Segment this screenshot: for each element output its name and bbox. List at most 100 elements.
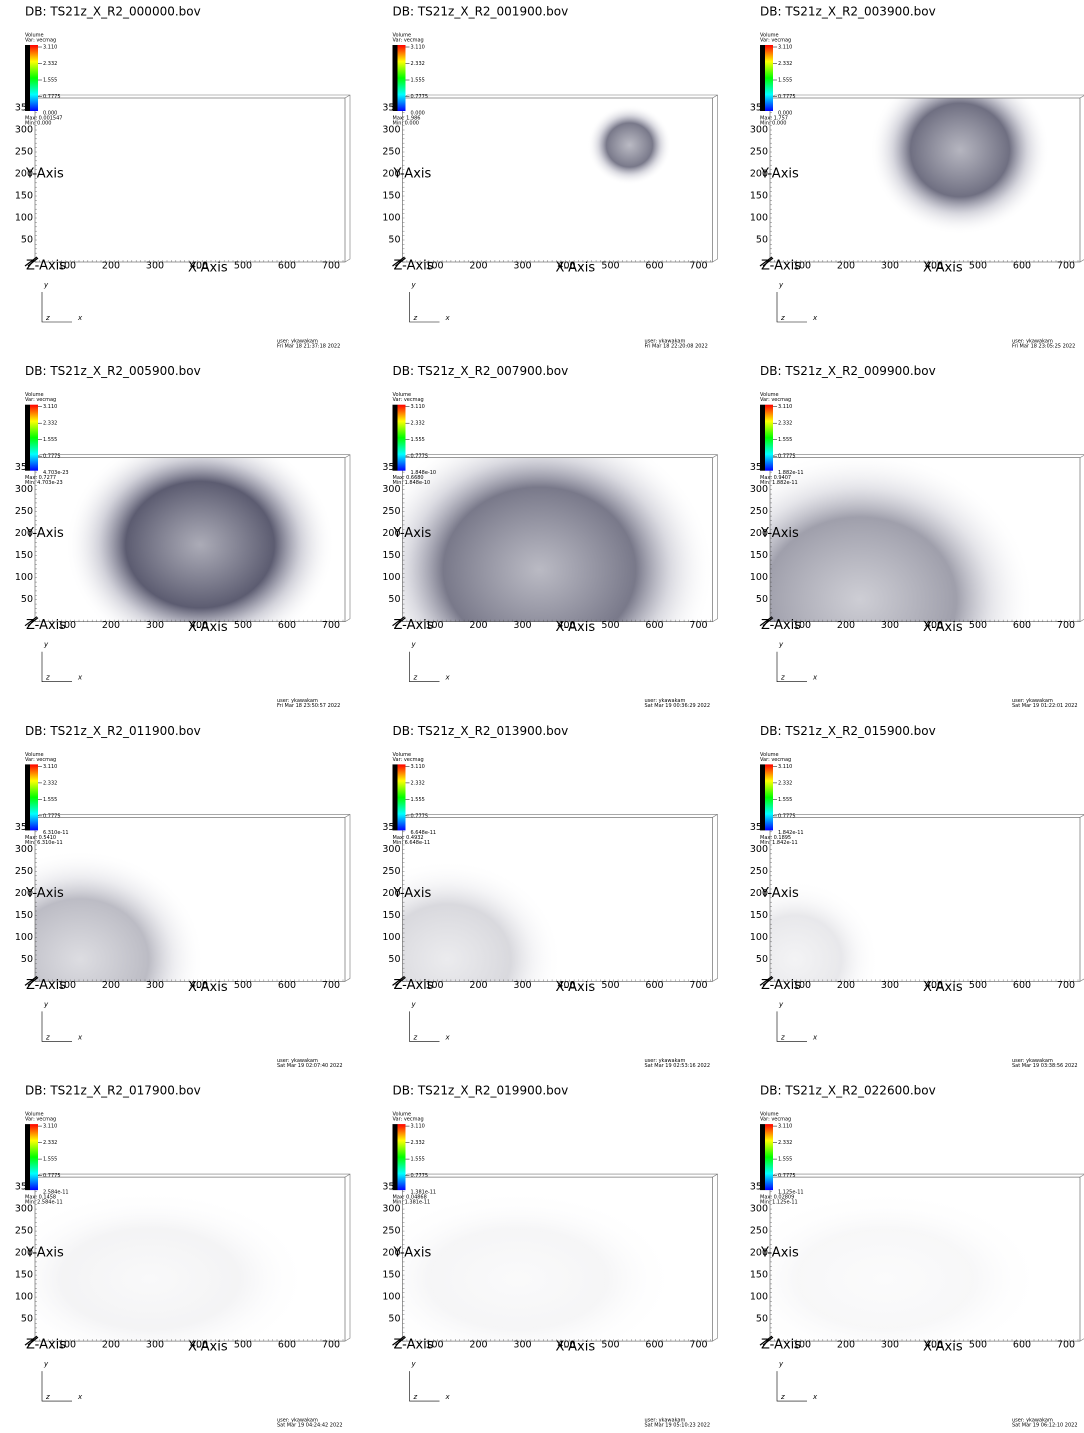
legend-tick-label: 0.000 bbox=[43, 111, 57, 117]
plot-box bbox=[34, 1176, 346, 1342]
z-axis-title: Z-Axis bbox=[26, 618, 66, 633]
y-axis-title: Y-Axis bbox=[760, 1246, 799, 1261]
triad-label: z bbox=[413, 1393, 418, 1401]
legend-tick-label: 1.555 bbox=[778, 1157, 792, 1163]
triad-label: z bbox=[780, 674, 785, 682]
legend-tick-label: 3.110 bbox=[43, 404, 57, 410]
x-tick-label: 600 bbox=[1013, 1340, 1031, 1351]
y-tick-label: 100 bbox=[15, 213, 33, 224]
panel: 50 100 150 200 250 300 350 100 200 300 400 500 600 70… bbox=[382, 364, 718, 709]
panel: 50 100 150 200 250 300 350 100 200 300 400 500 600 70… bbox=[750, 1084, 1084, 1429]
y-tick-label: 200 bbox=[750, 888, 768, 899]
z-axis-title: Z-Axis bbox=[394, 618, 434, 633]
y-tick-label: 200 bbox=[382, 1248, 400, 1259]
colorbar bbox=[30, 404, 38, 471]
y-tick-label: 100 bbox=[382, 932, 400, 943]
legend-min: Min: 0.000 bbox=[393, 121, 419, 127]
x-tick-label: 200 bbox=[837, 1340, 855, 1351]
y-tick-label: 100 bbox=[15, 932, 33, 943]
legend-title: Volume bbox=[25, 1112, 44, 1118]
box-depth bbox=[402, 454, 718, 622]
y-tick-label: 250 bbox=[750, 866, 768, 877]
x-axis-title: X-Axis bbox=[923, 620, 963, 635]
x-axis-title: X-Axis bbox=[556, 620, 596, 635]
user-label: user: ykawakam bbox=[277, 1418, 318, 1424]
y-tick-label: 200 bbox=[382, 169, 400, 180]
triad-label: x bbox=[445, 674, 451, 682]
y-tick-label: 100 bbox=[15, 1292, 33, 1303]
triad-label: z bbox=[780, 1033, 785, 1041]
triad-label: y bbox=[778, 641, 784, 649]
date-label: Fri Mar 18 21:37:18 2022 bbox=[277, 344, 340, 350]
legend-var: Var: vecmag bbox=[393, 757, 424, 763]
legend-tick-label: 0.7775 bbox=[778, 454, 796, 460]
plot-box bbox=[34, 97, 346, 263]
panel: 50 100 150 200 250 300 350 100 200 300 400 500 600 70… bbox=[750, 5, 1084, 350]
legend-title: Volume bbox=[25, 33, 44, 39]
y-tick-label: 150 bbox=[382, 1270, 400, 1281]
triad bbox=[409, 292, 440, 323]
legend-max: Max: 0.001547 bbox=[25, 116, 62, 122]
legend-tick-label: 0.7775 bbox=[778, 94, 796, 100]
user-label: user: ykawakam bbox=[277, 1058, 318, 1064]
legend-var: Var: vecmag bbox=[760, 38, 791, 44]
x-tick-label: 700 bbox=[1057, 980, 1075, 991]
x-axis-title: X-Axis bbox=[556, 980, 596, 995]
z-axis-title: Z-Axis bbox=[394, 259, 434, 274]
field-blob bbox=[587, 105, 672, 185]
x-tick-label: 200 bbox=[469, 620, 487, 631]
x-tick-label: 100 bbox=[793, 261, 811, 272]
x-axis-title: X-Axis bbox=[188, 620, 228, 635]
legend-tick-label: 3.110 bbox=[411, 404, 425, 410]
y-tick-label: 50 bbox=[756, 954, 768, 965]
legend-max: Max: 0.5410 bbox=[25, 835, 56, 841]
triad bbox=[776, 292, 807, 323]
legend-title: Volume bbox=[393, 33, 412, 39]
legend-tick-label: 3.110 bbox=[411, 45, 425, 51]
z-axis-title: Z-Axis bbox=[394, 1338, 434, 1353]
y-axis-title: Y-Axis bbox=[760, 167, 799, 182]
y-tick-label: 250 bbox=[750, 147, 768, 158]
panel: 50 100 150 200 250 300 350 100 200 300 400 500 600 70… bbox=[750, 724, 1084, 1069]
legend-tick-label: 1.555 bbox=[411, 78, 425, 84]
db-title: DB: TS21z_X_R2_013900.bov bbox=[393, 724, 569, 738]
y-tick-label: 50 bbox=[388, 954, 400, 965]
x-tick-label: 200 bbox=[837, 980, 855, 991]
y-axis-title: Y-Axis bbox=[393, 886, 432, 901]
legend-tick-label: 1.555 bbox=[43, 78, 57, 84]
date-label: Fri Mar 18 23:05:25 2022 bbox=[1012, 344, 1075, 350]
legend-tick-label: 1.555 bbox=[43, 1157, 57, 1163]
y-axis-title: Y-Axis bbox=[760, 886, 799, 901]
legend-tick-label: 1.555 bbox=[411, 1157, 425, 1163]
legend-tick-label: 0.7775 bbox=[43, 94, 61, 100]
y-tick-label: 50 bbox=[21, 235, 33, 246]
triad bbox=[409, 651, 440, 683]
plot-box bbox=[402, 97, 713, 263]
legend-tick-label: 1.555 bbox=[43, 437, 57, 443]
triad-label: z bbox=[45, 1393, 50, 1401]
field-blob bbox=[35, 849, 205, 982]
x-tick-label: 500 bbox=[601, 620, 619, 631]
y-axis-title: Y-Axis bbox=[25, 886, 64, 901]
legend-tick-label: 4.703e-23 bbox=[43, 470, 69, 476]
legend-tick-label: 1.555 bbox=[778, 797, 792, 803]
x-tick-label: 700 bbox=[1057, 1340, 1075, 1351]
y-tick-label: 350 bbox=[382, 103, 400, 114]
legend-tick-label: 1.842e-11 bbox=[778, 830, 804, 836]
z-axis-title: Z-Axis bbox=[26, 978, 66, 993]
colorbar bbox=[397, 404, 406, 471]
triad-label: z bbox=[780, 314, 785, 322]
z-axis-title: Z-Axis bbox=[394, 978, 434, 993]
x-tick-label: 400 bbox=[925, 620, 943, 631]
y-tick-label: 350 bbox=[750, 462, 768, 473]
legend-title: Volume bbox=[760, 392, 779, 398]
x-tick-label: 100 bbox=[58, 980, 76, 991]
legend-tick-label: 1.555 bbox=[778, 437, 792, 443]
colorbar bbox=[397, 764, 406, 831]
legend-var: Var: vecmag bbox=[760, 757, 791, 763]
y-tick-label: 100 bbox=[382, 213, 400, 224]
box-depth bbox=[34, 1173, 351, 1342]
y-tick-label: 100 bbox=[15, 572, 33, 583]
y-tick-label: 250 bbox=[750, 1226, 768, 1237]
colorbar-ticks bbox=[25, 764, 30, 831]
